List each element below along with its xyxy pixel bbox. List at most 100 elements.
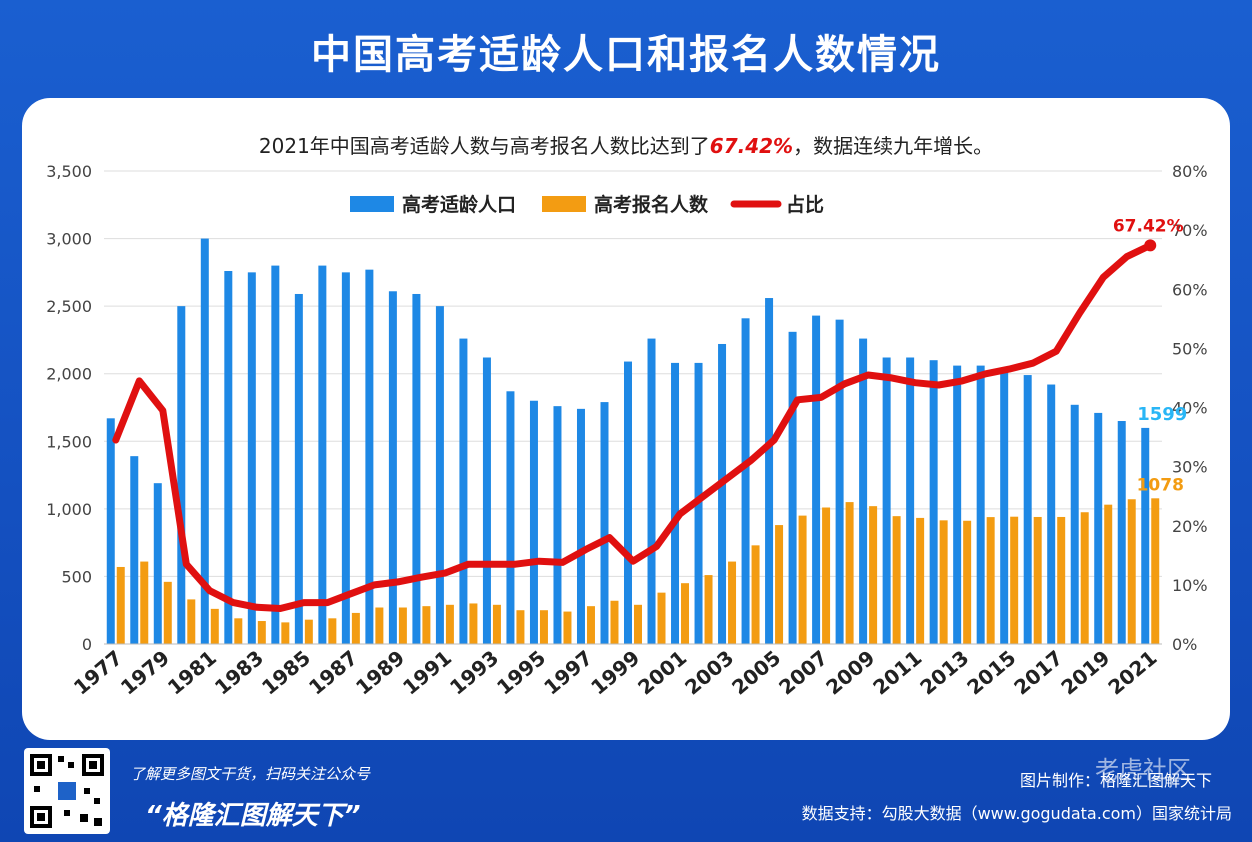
ratio-point-1997 [583,547,588,552]
bar-population-1979 [153,483,162,644]
footer-credit: 图片制作：格隆汇图解天下 [1019,771,1212,790]
bar-population-2017 [1047,384,1056,644]
y-left-tick-label: 500 [61,567,92,586]
bar-population-2000 [647,338,656,644]
page-title: 中国高考适龄人口和报名人数情况 [311,32,941,78]
x-tick-label: 1999 [586,645,644,699]
bar-population-2004 [741,318,750,644]
bar-registered-1999 [634,604,642,644]
bar-registered-2003 [728,561,737,644]
ratio-point-2020 [1124,254,1129,259]
x-tick-label: 2005 [727,645,785,699]
ratio-point-2014 [983,371,988,376]
bar-population-2003 [718,343,727,644]
legend-swatch-registered [542,196,586,212]
chart: 2021年中国高考适龄人数与高考报名人数比达到了67.42%，数据连续九年增长。… [46,134,1208,700]
ratio-point-1987 [348,591,353,596]
ratio-point-2018 [1077,310,1082,315]
x-tick-label: 2017 [1009,645,1067,699]
ratio-point-1981 [207,588,212,593]
x-tick-label: 1993 [445,645,503,699]
ratio-point-1996 [560,560,565,565]
x-tick-label: 1997 [539,645,597,699]
footer-account-name: “格隆汇图解天下” [145,801,361,831]
y-left-tick-label: 2,500 [46,297,92,316]
legend-label-population: 高考适龄人口 [402,193,516,216]
y-left-tick-label: 3,500 [46,162,92,181]
bar-population-2001 [671,362,680,644]
ratio-point-1989 [395,579,400,584]
bar-population-2015 [1000,371,1009,644]
ratio-point-2016 [1030,361,1035,366]
bar-population-1995 [529,400,538,644]
bar-population-1990 [412,293,421,644]
y-right-tick-label: 40% [1172,399,1208,418]
ratio-point-1998 [607,535,612,540]
bar-population-1994 [506,391,515,644]
bar-registered-1991 [445,604,454,644]
x-tick-label: 2013 [915,645,973,699]
bar-population-2012 [929,360,938,644]
bar-population-1992 [459,338,468,644]
bar-registered-2002 [704,575,713,644]
legend-swatch-population [350,196,394,212]
chart-subtitle: 2021年中国高考适龄人数与高考报名人数比达到了67.42%，数据连续九年增长。 [259,134,993,158]
ratio-point-2006 [795,397,800,402]
x-tick-label: 1991 [398,645,456,699]
ratio-point-1980 [184,562,189,567]
bar-registered-1994 [516,610,525,644]
chart-card: 2021年中国高考适龄人数与高考报名人数比达到了67.42%，数据连续九年增长。… [22,98,1230,740]
bar-population-1997 [576,408,585,644]
bar-population-2011 [906,357,915,644]
y-left-tick-label: 2,000 [46,365,92,384]
x-tick-label: 1987 [304,645,362,699]
bar-population-2016 [1023,375,1032,644]
ratio-point-2001 [678,511,683,516]
x-tick-label: 1979 [116,645,174,699]
ratio-point-2007 [819,395,824,400]
ratio-point-2013 [960,378,965,383]
data-label-last-registered: 1078 [1137,475,1184,495]
bar-registered-2006 [798,515,807,644]
ratio-point-1988 [372,582,377,587]
bar-population-1986 [318,265,327,644]
legend-label-ratio: 占比 [786,193,824,216]
bar-population-1982 [224,271,233,644]
x-tick-label: 2009 [821,645,879,699]
ratio-point-1995 [536,559,541,564]
data-label-last-ratio: 67.42% [1113,216,1184,236]
bar-registered-2010 [892,516,901,644]
y-left-tick-label: 0 [82,635,92,654]
data-label-last-population: 1599 [1137,404,1187,425]
qr-code [24,748,110,834]
bar-population-2005 [765,298,774,644]
bar-registered-2016 [1033,516,1042,644]
bar-registered-2007 [822,507,831,644]
bar-registered-1981 [210,608,219,644]
ratio-point-2021 [1144,239,1157,252]
bar-population-1984 [271,265,280,644]
ratio-point-1999 [631,559,635,564]
bar-registered-2008 [845,502,854,644]
y-left-tick-label: 3,000 [46,230,92,249]
ratio-point-1994 [513,562,518,567]
ratio-point-1992 [466,562,471,567]
ratio-point-1983 [254,605,259,610]
ratio-point-2015 [1007,367,1012,372]
bar-registered-1993 [492,604,501,644]
subtitle-highlight: 67.42% [710,134,793,158]
x-tick-label: 1977 [69,645,127,699]
ratio-point-2009 [866,372,871,377]
bar-registered-1986 [328,618,337,644]
bar-population-2021 [1141,427,1150,644]
bar-registered-1984 [281,622,290,644]
bar-registered-1980 [187,599,196,644]
ratio-point-2019 [1101,275,1106,280]
ratio-point-2004 [748,458,753,463]
bar-registered-2018 [1080,512,1089,644]
bar-population-1987 [341,272,350,644]
bar-registered-1977 [116,566,125,644]
bar-population-2020 [1117,421,1126,644]
bar-population-2009 [859,338,868,644]
ratio-line [112,241,1154,612]
